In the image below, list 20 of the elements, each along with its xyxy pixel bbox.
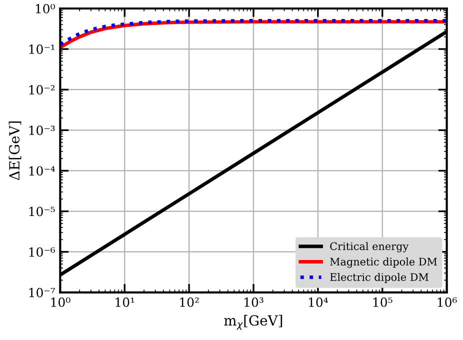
x-tick-label: 10⁶ bbox=[438, 297, 457, 307]
y-tick-label: 10⁻⁷ bbox=[29, 288, 55, 298]
x-tick-label: 10⁵ bbox=[373, 297, 392, 307]
y-tick-label: 10⁻² bbox=[29, 85, 55, 95]
x-tick-label: 10⁴ bbox=[308, 297, 328, 307]
y-tick-label: 10⁻⁶ bbox=[29, 247, 55, 257]
x-tick-label: 10¹ bbox=[116, 297, 134, 307]
legend-label: Magnetic dipole DM bbox=[330, 258, 437, 268]
y-tick-label: 10⁰ bbox=[36, 4, 56, 14]
y-tick-label: 10⁻⁵ bbox=[29, 206, 55, 216]
y-tick-label: 10⁻³ bbox=[29, 126, 55, 136]
legend-label: Electric dipole DM bbox=[330, 272, 428, 284]
legend-label: Critical energy bbox=[330, 242, 409, 252]
x-tick-label: 10² bbox=[180, 297, 199, 307]
y-tick-label: 10⁻¹ bbox=[29, 44, 54, 54]
y-axis-title: ΔE[GeV] bbox=[8, 121, 22, 180]
x-tick-label: 10⁰ bbox=[51, 297, 70, 307]
x-tick-label: 10³ bbox=[244, 297, 264, 307]
x-axis-title: m$_{χ}$[GeV] bbox=[224, 314, 282, 330]
y-tick-label: 10⁻⁴ bbox=[29, 166, 55, 176]
